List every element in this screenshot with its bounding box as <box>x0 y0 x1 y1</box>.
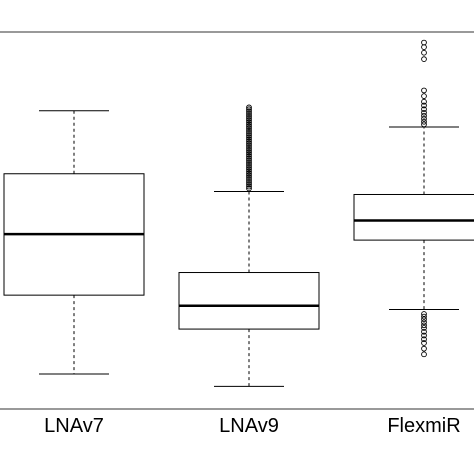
outlier-flexmir-24 <box>421 313 427 320</box>
category-label-lnav9: LNAv9 <box>219 415 279 437</box>
outlier-flexmir-8 <box>421 93 427 99</box>
outlier-lnav9-0 <box>246 185 252 192</box>
outlier-lnav9-1 <box>246 183 252 190</box>
outlier-flexmir-11 <box>421 49 427 56</box>
category-label-lnav7: LNAv7 <box>44 415 104 437</box>
outlier-lnav9-11 <box>246 164 252 171</box>
outlier-lnav9-14 <box>246 159 252 165</box>
outlier-lnav9-5 <box>246 176 252 182</box>
outlier-lnav9-2 <box>246 181 252 188</box>
outlier-lnav9-29 <box>246 130 252 137</box>
outlier-lnav9-42 <box>246 106 252 113</box>
outlier-flexmir-23 <box>421 316 427 323</box>
outlier-lnav9-35 <box>246 119 252 126</box>
outlier-flexmir-2 <box>421 115 427 122</box>
outlier-lnav9-30 <box>246 129 252 135</box>
outlier-lnav9-17 <box>246 153 252 160</box>
plot-frame <box>0 31 474 410</box>
outlier-lnav9-22 <box>246 144 252 150</box>
outlier-lnav9-27 <box>246 134 252 141</box>
outlier-lnav9-3 <box>246 179 252 186</box>
outlier-flexmir-9 <box>421 87 427 94</box>
outlier-flexmir-21 <box>421 322 427 329</box>
outlier-flexmir-16 <box>421 340 427 346</box>
outlier-lnav9-20 <box>246 147 252 154</box>
outlier-lnav9-39 <box>246 112 252 118</box>
outlier-lnav9-36 <box>246 117 252 124</box>
outlier-lnav9-12 <box>246 162 252 169</box>
outlier-lnav9-6 <box>246 174 252 180</box>
outlier-flexmir-14 <box>421 351 427 358</box>
outlier-lnav9-18 <box>246 151 252 158</box>
category-label-flexmir: FlexmiR <box>387 415 460 437</box>
outlier-flexmir-25 <box>421 311 427 317</box>
outlier-lnav9-40 <box>246 110 252 116</box>
outlier-lnav9-43 <box>246 104 252 111</box>
outlier-lnav9-16 <box>246 155 252 162</box>
outlier-lnav9-19 <box>246 149 252 156</box>
outlier-flexmir-3 <box>421 112 427 119</box>
outlier-lnav9-8 <box>246 170 252 177</box>
outlier-flexmir-22 <box>421 319 427 326</box>
outlier-lnav9-25 <box>246 138 252 145</box>
category-labels: LNAv7 LNAv9 FlexmiR <box>44 415 461 437</box>
outlier-lnav9-31 <box>246 127 252 133</box>
outlier-flexmir-4 <box>421 109 427 116</box>
outlier-flexmir-17 <box>421 336 427 343</box>
outlier-lnav9-38 <box>246 113 252 120</box>
outlier-flexmir-13 <box>421 39 427 46</box>
outlier-lnav9-21 <box>246 146 252 152</box>
outlier-lnav9-23 <box>246 142 252 148</box>
outlier-flexmir-6 <box>421 102 427 109</box>
outlier-lnav9-32 <box>246 125 252 131</box>
outlier-flexmir-20 <box>421 325 427 331</box>
outlier-flexmir-1 <box>421 118 427 125</box>
outlier-lnav9-10 <box>246 166 252 173</box>
outlier-flexmir-7 <box>421 98 427 105</box>
outlier-flexmir-18 <box>421 332 427 339</box>
outlier-flexmir-5 <box>421 106 427 113</box>
outlier-lnav9-4 <box>246 178 252 184</box>
outlier-flexmir-19 <box>421 328 427 335</box>
outlier-flexmir-10 <box>421 56 427 62</box>
outlier-lnav9-41 <box>246 108 252 115</box>
box-lnav9 <box>178 272 320 330</box>
outlier-lnav9-13 <box>246 161 252 167</box>
outlier-lnav9-7 <box>246 172 252 179</box>
outlier-lnav9-9 <box>246 168 252 175</box>
outlier-lnav9-37 <box>246 115 252 122</box>
outlier-lnav9-26 <box>246 136 252 143</box>
boxes-layer <box>3 39 474 387</box>
outlier-lnav9-28 <box>246 132 252 139</box>
outlier-lnav9-15 <box>246 157 252 164</box>
outlier-flexmir-15 <box>421 345 427 352</box>
outlier-lnav9-33 <box>246 123 252 130</box>
box-flexmir <box>353 193 474 241</box>
outlier-lnav9-24 <box>246 140 252 147</box>
outlier-flexmir-0 <box>421 121 427 128</box>
outlier-lnav9-34 <box>246 121 252 128</box>
